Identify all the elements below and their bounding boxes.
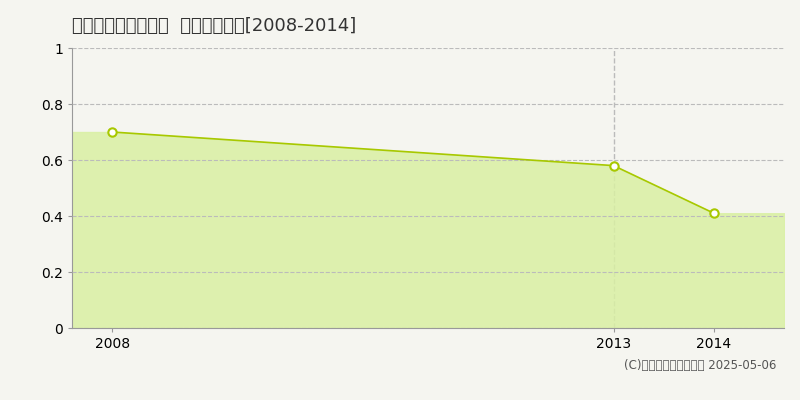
Text: 最上郡真室川町大滝  土地価格推移[2008-2014]: 最上郡真室川町大滝 土地価格推移[2008-2014] <box>72 17 356 35</box>
Text: (C)土地価格ドットコム 2025-05-06: (C)土地価格ドットコム 2025-05-06 <box>624 359 776 372</box>
